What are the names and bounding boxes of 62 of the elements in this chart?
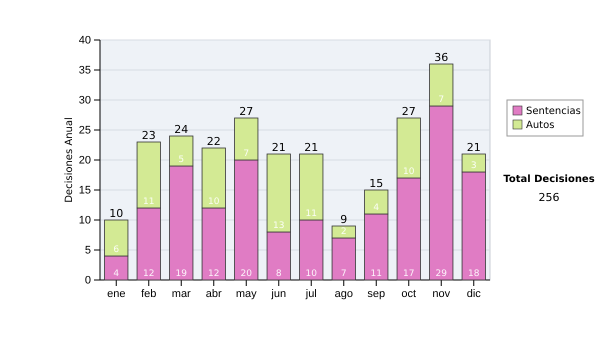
y-tick-label: 15 xyxy=(78,184,91,197)
legend-label: Sentencias xyxy=(526,106,581,117)
y-tick-label: 10 xyxy=(78,214,91,227)
data-label: 19 xyxy=(176,269,188,279)
x-tick-label: mar xyxy=(172,288,192,300)
y-tick-label: 0 xyxy=(84,274,91,287)
data-label: 10 xyxy=(306,269,318,279)
total-label: 22 xyxy=(206,135,221,148)
data-label: 3 xyxy=(470,161,477,171)
total-label: 21 xyxy=(272,141,286,154)
y-tick-label: 25 xyxy=(78,124,91,137)
data-label: 11 xyxy=(143,197,154,207)
x-tick-label: jul xyxy=(304,288,317,300)
x-tick-label: dic xyxy=(466,288,482,300)
x-tick-label: oct xyxy=(401,288,416,300)
data-label: 10 xyxy=(208,197,220,207)
x-tick-label: ago xyxy=(334,288,353,300)
y-tick-label: 5 xyxy=(84,244,91,257)
total-label: 15 xyxy=(369,177,384,190)
legend-label: Autos xyxy=(526,120,554,131)
data-label: 12 xyxy=(143,269,154,279)
data-label: 29 xyxy=(436,269,448,279)
text: 256 xyxy=(538,191,560,204)
data-label: 7 xyxy=(340,269,347,279)
data-label: 10 xyxy=(403,167,415,177)
data-label: 17 xyxy=(403,269,414,279)
data-label: 11 xyxy=(306,209,317,219)
total-label: 36 xyxy=(434,51,448,64)
data-label: 7 xyxy=(438,95,444,105)
data-label: 12 xyxy=(208,269,220,279)
x-tick-label: feb xyxy=(141,288,156,300)
data-label: 11 xyxy=(370,269,382,279)
x-tick-label: abr xyxy=(206,288,222,300)
x-tick-label: ene xyxy=(107,288,126,300)
x-tick-label: nov xyxy=(432,288,451,300)
data-label: 6 xyxy=(113,245,120,255)
data-label: 5 xyxy=(178,155,184,165)
data-label: 8 xyxy=(276,269,282,279)
data-label: 18 xyxy=(468,269,480,279)
total-label: 10 xyxy=(109,207,124,220)
y-tick-label: 40 xyxy=(78,34,91,47)
data-label: 13 xyxy=(273,221,284,231)
y-tick-label: 30 xyxy=(78,94,91,107)
total-label: 27 xyxy=(239,105,254,118)
total-label: 24 xyxy=(174,123,188,136)
data-label: 4 xyxy=(113,269,120,279)
total-label: 23 xyxy=(142,129,156,142)
x-tick-label: jun xyxy=(270,288,286,300)
y-tick-label: 35 xyxy=(78,64,91,77)
data-label: 7 xyxy=(243,149,250,159)
data-label: 4 xyxy=(373,203,380,213)
total-label: 9 xyxy=(340,213,348,226)
total-label: 21 xyxy=(304,141,318,154)
data-label: 20 xyxy=(240,269,252,279)
total-label: 27 xyxy=(402,105,416,118)
y-tick-label: 20 xyxy=(78,154,91,167)
text: Total Decisiones xyxy=(503,174,595,185)
y-axis-title: Decisiones Anual xyxy=(64,117,75,203)
total-label: 21 xyxy=(466,141,481,154)
x-tick-label: sep xyxy=(367,288,386,300)
x-tick-label: may xyxy=(236,288,258,300)
data-label: 2 xyxy=(340,227,347,237)
